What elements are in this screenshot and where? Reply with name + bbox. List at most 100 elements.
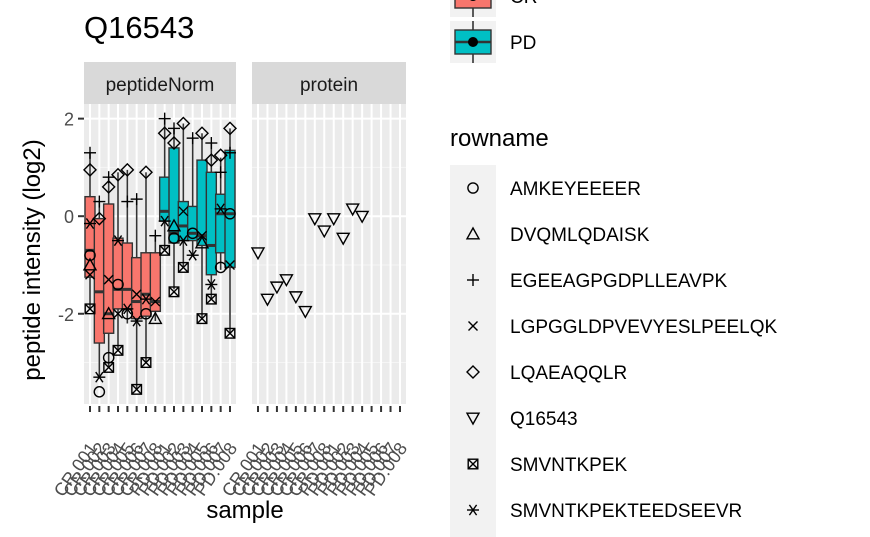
y-tick-label: -2 bbox=[58, 305, 74, 325]
point-square-cross bbox=[224, 327, 236, 339]
y-tick-label: 2 bbox=[64, 110, 74, 130]
point-triangle-down bbox=[260, 293, 275, 307]
point-triangle-down bbox=[250, 247, 266, 261]
point-cross bbox=[85, 269, 95, 280]
point-triangle-down bbox=[298, 305, 313, 319]
box-body bbox=[140, 252, 152, 317]
point-triangle bbox=[101, 306, 116, 320]
shape-legend-DVQMLQDAISK: DVQMLQDAISK bbox=[465, 225, 650, 246]
point-asterisk bbox=[93, 371, 106, 383]
point-plus bbox=[93, 195, 106, 208]
chart-title: Q16543 bbox=[84, 10, 194, 45]
point-cross bbox=[103, 274, 114, 285]
box-body bbox=[158, 176, 171, 222]
legend-key-diamond bbox=[466, 365, 480, 379]
legend-key-box bbox=[454, 0, 492, 9]
point-square-cross bbox=[168, 286, 180, 298]
point-plus bbox=[205, 137, 218, 150]
point-diamond bbox=[223, 121, 237, 136]
point-circle bbox=[224, 207, 236, 220]
point-asterisk bbox=[112, 235, 124, 247]
point-square-cross bbox=[112, 344, 124, 356]
y-axis-title: peptide intensity (log2) bbox=[19, 139, 46, 380]
facet-strip bbox=[84, 62, 236, 104]
box-body bbox=[93, 217, 106, 344]
point-triangle bbox=[82, 257, 98, 271]
facet-strip-label: peptideNorm bbox=[106, 75, 215, 96]
panel-peptideNorm: peptideNormCR.001CR.002CR.003CR.004CR.00… bbox=[50, 62, 241, 500]
point-plus bbox=[149, 229, 162, 242]
shape-legend-SMVNTKPEKTEEDSEEVR: SMVNTKPEKTEEDSEEVR bbox=[467, 501, 742, 522]
point-diamond bbox=[139, 165, 153, 180]
legend-label: PD bbox=[510, 33, 536, 54]
point-cross bbox=[178, 206, 189, 217]
legend-key-triangle-down bbox=[465, 412, 481, 426]
point-square-cross bbox=[205, 293, 217, 305]
shape-legend-EGEEAGPGDPLLEAVPK: EGEEAGPGDPLLEAVPK bbox=[467, 271, 728, 292]
point-diamond bbox=[204, 153, 219, 168]
point-triangle-down bbox=[345, 203, 360, 217]
point-square-cross bbox=[177, 261, 189, 273]
legend-key-circle bbox=[467, 182, 479, 194]
point-asterisk bbox=[158, 215, 171, 227]
point-plus bbox=[214, 166, 227, 179]
facet-strip-label: protein bbox=[300, 75, 358, 96]
point-plus bbox=[168, 122, 180, 135]
legend-label: AMKEYEEEER bbox=[510, 179, 641, 200]
point-triangle bbox=[166, 218, 182, 232]
box-body bbox=[186, 205, 199, 242]
legend-key-square-cross bbox=[467, 458, 479, 470]
point-asterisk bbox=[214, 203, 227, 215]
point-diamond bbox=[101, 179, 116, 194]
shape-legend-Q16543: Q16543 bbox=[465, 409, 578, 430]
point-diamond bbox=[120, 162, 135, 177]
shape-legend-title: rowname bbox=[450, 125, 549, 152]
point-cross bbox=[131, 289, 142, 300]
point-triangle-down bbox=[288, 291, 304, 305]
point-asterisk bbox=[84, 218, 96, 230]
box-PD.004 bbox=[186, 138, 199, 256]
point-square-cross bbox=[140, 357, 152, 369]
point-circle bbox=[121, 307, 134, 320]
point-plus bbox=[186, 132, 199, 145]
point-diamond bbox=[83, 162, 97, 177]
point-square-cross bbox=[131, 383, 143, 395]
legend-key-column bbox=[450, 165, 496, 537]
legend-label: SMVNTKPEK bbox=[510, 455, 628, 476]
point-plus bbox=[224, 146, 236, 159]
point-square-cross bbox=[196, 313, 208, 325]
legend-key-point bbox=[468, 37, 478, 47]
legend-label: LGPGGLDPVEVYESLPEELQK bbox=[510, 317, 778, 338]
legend-key-triangle bbox=[465, 226, 481, 240]
legend-label: DVQMLQDAISK bbox=[510, 225, 650, 246]
facet-panels: peptideNormCR.001CR.002CR.003CR.004CR.00… bbox=[50, 62, 411, 500]
box-body bbox=[214, 193, 227, 254]
legend-label: SMVNTKPEKTEEDSEEVR bbox=[510, 501, 742, 522]
legends: CR PD rowname AMKEYEEEER DVQMLQDAISK EGEEAGPG… bbox=[450, 0, 778, 537]
point-circle bbox=[112, 278, 124, 291]
box-body bbox=[112, 237, 124, 310]
facet-strip bbox=[252, 62, 406, 104]
point-diamond bbox=[157, 126, 172, 141]
box-body bbox=[121, 242, 134, 310]
shape-legend-LGPGGLDPVEVYESLPEELQK: LGPGGLDPVEVYESLPEELQK bbox=[468, 317, 778, 338]
point-plus bbox=[158, 112, 171, 125]
point-circle bbox=[93, 386, 106, 398]
box-body bbox=[205, 171, 218, 276]
legend-label: LQAEAQQLR bbox=[510, 363, 627, 384]
fill-legend-PD: PD bbox=[450, 21, 536, 63]
point-circle bbox=[140, 307, 152, 320]
point-diamond bbox=[92, 211, 107, 226]
point-plus bbox=[84, 146, 96, 159]
point-asterisk bbox=[186, 249, 199, 261]
point-cross bbox=[225, 259, 235, 270]
point-triangle-down bbox=[336, 232, 351, 246]
point-triangle-down bbox=[317, 225, 332, 239]
point-diamond bbox=[176, 116, 191, 131]
point-asterisk bbox=[140, 293, 152, 305]
point-square-cross bbox=[159, 244, 171, 256]
point-triangle-down bbox=[354, 210, 370, 224]
point-triangle bbox=[194, 235, 210, 249]
shape-legend-LQAEAQQLR: LQAEAQQLR bbox=[466, 363, 627, 384]
